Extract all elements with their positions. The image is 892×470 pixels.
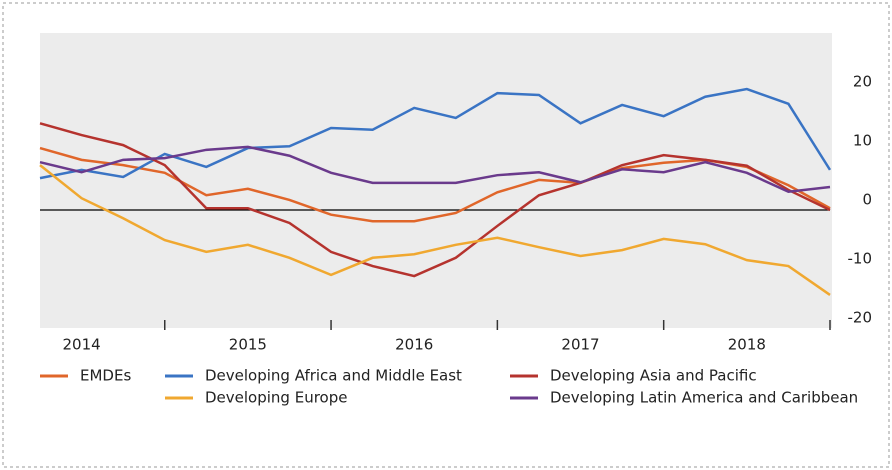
y-tick-label: 0 (862, 191, 872, 209)
x-tick-label: 2017 (561, 336, 599, 354)
series-line (39, 146, 831, 223)
plot-area (40, 33, 832, 328)
x-tick-label: 2016 (395, 336, 433, 354)
y-tick-label: -20 (848, 309, 873, 327)
x-tick-label: 2015 (229, 336, 267, 354)
legend-label: Developing Europe (205, 389, 347, 407)
legend-label: Developing Asia and Pacific (550, 367, 757, 385)
x-tick-label: 2014 (62, 336, 100, 354)
series-line (39, 122, 831, 278)
y-tick-label: 20 (853, 73, 872, 91)
series-line (39, 164, 831, 296)
legend-label: Developing Latin America and Caribbean (550, 389, 858, 407)
legend-label: Developing Africa and Middle East (205, 367, 462, 385)
series-line (39, 145, 831, 193)
x-tick-label: 2018 (728, 336, 766, 354)
y-tick-label: -10 (848, 250, 873, 268)
legend-label: EMDEs (80, 367, 131, 385)
y-tick-label: 10 (853, 132, 872, 150)
